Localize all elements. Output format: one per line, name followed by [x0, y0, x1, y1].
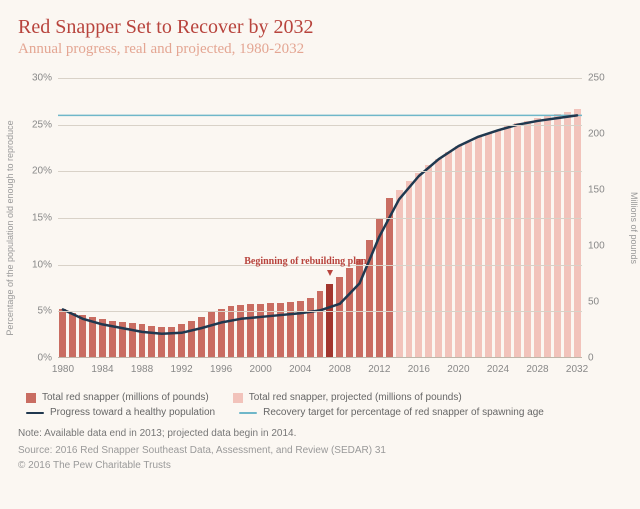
xtick: 2012: [368, 364, 390, 375]
ytick-right: 150: [588, 185, 605, 196]
ytick-left: 5%: [38, 306, 52, 317]
grid-line: [58, 78, 582, 79]
legend-bar-projected: Total red snapper, projected (millions o…: [233, 392, 462, 403]
ytick-left: 15%: [32, 213, 52, 224]
grid-line: [58, 218, 582, 219]
ytick-left: 0%: [38, 353, 52, 364]
chart-copyright: © 2016 The Pew Charitable Trusts: [18, 460, 622, 471]
xtick: 2000: [250, 364, 272, 375]
ytick-right: 0: [588, 353, 594, 364]
legend: Total red snapper (millions of pounds) T…: [18, 392, 622, 418]
annotation-arrow-icon: [327, 270, 333, 276]
xtick: 2008: [329, 364, 351, 375]
legend-label: Total red snapper (millions of pounds): [42, 392, 209, 403]
annotation-text: Beginning of rebuilding plan: [244, 256, 366, 267]
xtick: 2016: [408, 364, 430, 375]
ytick-right: 100: [588, 241, 605, 252]
chart-note: Note: Available data end in 2013; projec…: [18, 428, 622, 439]
chart-source: Source: 2016 Red Snapper Southeast Data,…: [18, 445, 622, 456]
chart-subtitle: Annual progress, real and projected, 198…: [18, 41, 622, 58]
swatch-line-progress: [26, 412, 44, 414]
grid-line: [58, 311, 582, 312]
legend-bar-real: Total red snapper (millions of pounds): [26, 392, 209, 403]
progress-line: [63, 115, 577, 333]
legend-line-progress: Progress toward a healthy population: [26, 407, 215, 418]
legend-label: Progress toward a healthy population: [50, 407, 215, 418]
xtick: 2024: [487, 364, 509, 375]
ytick-left: 30%: [32, 73, 52, 84]
grid-line: [58, 171, 582, 172]
ytick-left: 10%: [32, 259, 52, 270]
swatch-bar-real: [26, 393, 36, 403]
grid-line: [58, 125, 582, 126]
xtick: 2020: [447, 364, 469, 375]
plot-region: 0%5%10%15%20%25%30%050100150200250198019…: [58, 78, 582, 358]
xtick: 1984: [91, 364, 113, 375]
ytick-right: 200: [588, 129, 605, 140]
xtick: 2028: [526, 364, 548, 375]
ytick-right: 250: [588, 73, 605, 84]
ytick-left: 20%: [32, 166, 52, 177]
legend-line-target: Recovery target for percentage of red sn…: [239, 407, 544, 418]
chart-title: Red Snapper Set to Recover by 2032: [18, 16, 622, 39]
legend-label: Recovery target for percentage of red sn…: [263, 407, 544, 418]
chart-page: Red Snapper Set to Recover by 2032 Annua…: [0, 0, 640, 509]
xtick: 1980: [52, 364, 74, 375]
chart-area: Percentage of the population old enough …: [18, 68, 622, 388]
ytick-right: 50: [588, 297, 599, 308]
xtick: 2004: [289, 364, 311, 375]
ytick-left: 25%: [32, 119, 52, 130]
y-right-axis-label: Millions of pounds: [629, 192, 639, 264]
legend-label: Total red snapper, projected (millions o…: [249, 392, 462, 403]
xtick: 1988: [131, 364, 153, 375]
swatch-bar-projected: [233, 393, 243, 403]
y-left-axis-label: Percentage of the population old enough …: [5, 120, 15, 335]
swatch-line-target: [239, 412, 257, 414]
xtick: 1996: [210, 364, 232, 375]
xtick: 2032: [566, 364, 588, 375]
x-axis-line: [58, 357, 582, 358]
xtick: 1992: [170, 364, 192, 375]
